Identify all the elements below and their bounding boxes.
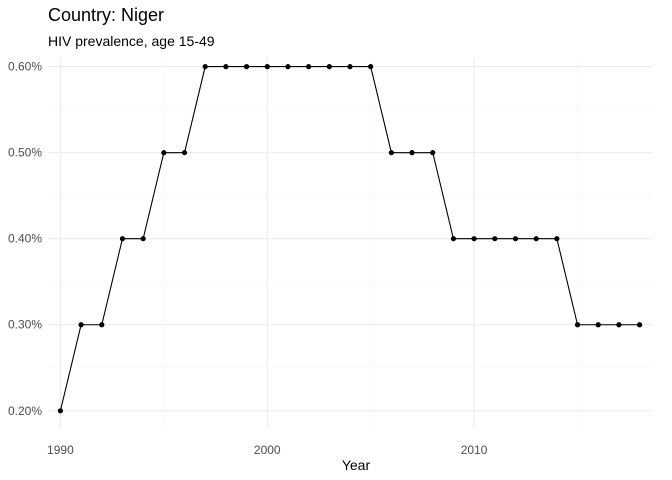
data-point [78, 322, 84, 328]
data-point [471, 236, 477, 242]
data-point [181, 150, 188, 156]
data-point [243, 64, 250, 70]
y-tick-label: 0.50% [8, 146, 42, 160]
data-point [264, 64, 270, 70]
series-layer [57, 64, 643, 414]
y-tick-label: 0.40% [8, 232, 42, 246]
data-point [161, 150, 167, 156]
data-point [285, 64, 291, 70]
data-point [595, 322, 601, 328]
x-axis-tick-labels: 1990 2000 2010 [47, 443, 488, 457]
data-point [326, 64, 332, 70]
y-tick-label: 0.60% [8, 60, 42, 74]
data-point [368, 64, 374, 70]
data-point [554, 236, 560, 242]
y-tick-label: 0.20% [8, 404, 42, 418]
data-point [140, 236, 146, 242]
y-axis-tick-labels: 0.20% 0.30% 0.40% 0.50% 0.60% [8, 60, 42, 418]
data-point [492, 236, 498, 242]
x-axis-label: Year [342, 457, 371, 473]
data-point [409, 150, 415, 156]
data-point [202, 64, 208, 70]
x-tick-label: 2000 [254, 443, 281, 457]
data-point [99, 322, 105, 328]
minor-gridlines [48, 58, 652, 428]
major-gridlines [48, 58, 652, 428]
data-point [616, 322, 622, 328]
data-point [574, 322, 581, 328]
data-point [119, 236, 126, 242]
data-point [57, 408, 64, 414]
data-point [388, 150, 394, 156]
x-tick-label: 2010 [461, 443, 488, 457]
data-point [512, 236, 519, 242]
x-tick-label: 1990 [47, 443, 74, 457]
data-point [636, 322, 643, 328]
data-point [223, 64, 229, 70]
data-point [450, 236, 457, 242]
data-point [430, 150, 436, 156]
chart-subtitle: HIV prevalence, age 15-49 [48, 33, 215, 49]
data-point [306, 64, 312, 70]
data-point [533, 236, 539, 242]
chart-title: Country: Niger [48, 5, 165, 25]
data-point [347, 64, 353, 70]
y-tick-label: 0.30% [8, 318, 42, 332]
